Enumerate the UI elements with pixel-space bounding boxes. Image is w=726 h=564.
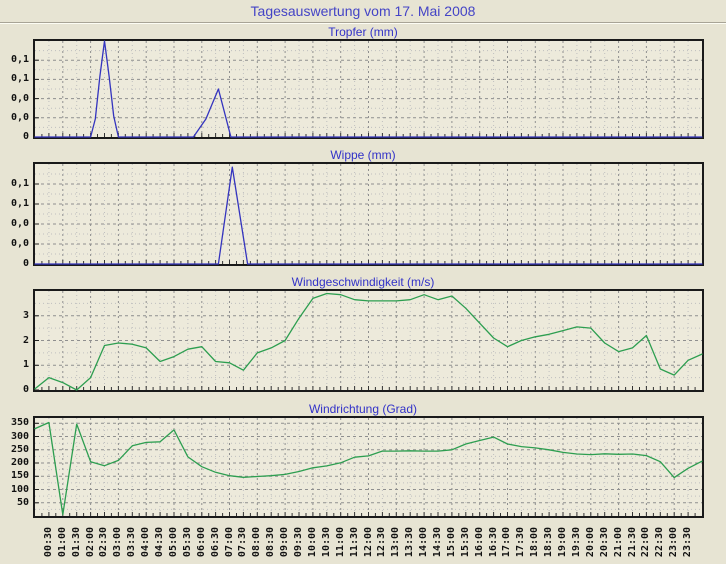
y-tick-label: 1: [22, 359, 29, 371]
page-title: Tagesauswertung vom 17. Mai 2008: [250, 3, 476, 19]
x-tick-label: 03:00: [112, 526, 124, 558]
x-tick-label: 21:00: [612, 526, 624, 558]
y-tick-label: 3: [22, 309, 29, 321]
x-tick-label: 05:30: [181, 526, 193, 558]
x-tick-label: 06:30: [209, 526, 221, 558]
x-tick-label: 21:30: [626, 526, 638, 558]
x-tick-label: 02:00: [84, 526, 96, 558]
x-tick-label: 13:30: [404, 526, 416, 558]
windrichtung-plot-canvas: [34, 418, 703, 516]
y-tick-label: 0: [22, 258, 29, 269]
chart-title-windgeschwindigkeit: Windgeschwindigkeit (m/s): [291, 275, 435, 289]
windgeschwindigkeit-plot-canvas: [34, 291, 703, 391]
chart-title-windrichtung: Windrichtung (Grad): [308, 402, 418, 416]
windgeschwindigkeit-chart: [33, 289, 704, 392]
y-tick-label: 200: [10, 457, 29, 469]
x-tick-label: 01:30: [70, 526, 82, 558]
x-tick-label: 07:30: [237, 526, 249, 558]
x-tick-label: 13:00: [390, 526, 402, 558]
y-tick-label: 0,1: [10, 198, 29, 209]
tropfer-plot-canvas: [34, 40, 703, 138]
y-tick-label: 2: [22, 334, 29, 346]
x-tick-label: 17:30: [515, 526, 527, 558]
y-tick-label: 0,1: [10, 54, 29, 66]
x-tick-label: 18:00: [529, 526, 541, 558]
x-tick-label: 08:00: [251, 526, 263, 558]
x-tick-label: 19:00: [557, 526, 569, 558]
x-tick-label: 00:30: [42, 526, 54, 558]
x-tick-label: 15:00: [445, 526, 457, 558]
wippe-plot-canvas: [34, 164, 703, 265]
chart-title-wippe: Wippe (mm): [330, 148, 396, 162]
x-tick-label: 11:30: [348, 526, 360, 558]
x-tick-label: 19:30: [570, 526, 582, 558]
x-tick-label: 12:00: [362, 526, 374, 558]
x-tick-label: 17:00: [501, 526, 513, 558]
x-tick-label: 01:00: [56, 526, 68, 558]
y-tick-label: 50: [16, 496, 29, 508]
y-tick-label: 0,0: [10, 238, 29, 249]
x-tick-label: 20:00: [584, 526, 596, 558]
x-tick-label: 22:00: [640, 526, 652, 558]
x-tick-label: 04:30: [154, 526, 166, 558]
y-tick-label: 100: [10, 483, 29, 495]
x-tick-label: 15:30: [459, 526, 471, 558]
x-tick-label: 20:30: [598, 526, 610, 558]
y-tick-label: 350: [10, 417, 29, 429]
x-tick-label: 12:30: [376, 526, 388, 558]
x-tick-label: 03:30: [126, 526, 138, 558]
x-tick-label: 14:00: [418, 526, 430, 558]
x-tick-label: 10:30: [320, 526, 332, 558]
title-divider: [0, 22, 726, 24]
x-tick-label: 08:30: [265, 526, 277, 558]
x-tick-label: 11:00: [334, 526, 346, 558]
y-tick-label: 0,0: [10, 92, 29, 104]
windrichtung-chart: [33, 416, 704, 518]
y-tick-label: 250: [10, 443, 29, 455]
x-tick-label: 23:00: [668, 526, 680, 558]
x-tick-label: 22:30: [654, 526, 666, 558]
y-tick-label: 0,1: [10, 73, 29, 85]
x-tick-label: 09:30: [293, 526, 305, 558]
x-tick-label: 06:00: [195, 526, 207, 558]
y-tick-label: 300: [10, 430, 29, 442]
x-tick-label: 09:00: [279, 526, 291, 558]
x-tick-label: 18:30: [543, 526, 555, 558]
y-tick-label: 0: [22, 131, 29, 142]
y-tick-label: 0,0: [10, 111, 29, 123]
y-tick-label: 0,1: [10, 178, 29, 189]
x-tick-label: 04:00: [140, 526, 152, 558]
x-tick-label: 07:00: [223, 526, 235, 558]
x-tick-label: 10:00: [306, 526, 318, 558]
x-tick-label: 05:00: [167, 526, 179, 558]
y-tick-label: 150: [10, 470, 29, 482]
tropfer-chart: [33, 39, 704, 139]
wippe-chart: [33, 162, 704, 266]
y-tick-label: 0: [22, 384, 29, 395]
y-tick-label: 0,0: [10, 218, 29, 229]
x-tick-label: 14:30: [431, 526, 443, 558]
x-tick-label: 16:30: [487, 526, 499, 558]
x-tick-label: 16:00: [473, 526, 485, 558]
chart-title-tropfer: Tropfer (mm): [328, 25, 398, 39]
x-tick-label: 23:30: [682, 526, 694, 558]
x-tick-label: 02:30: [98, 526, 110, 558]
